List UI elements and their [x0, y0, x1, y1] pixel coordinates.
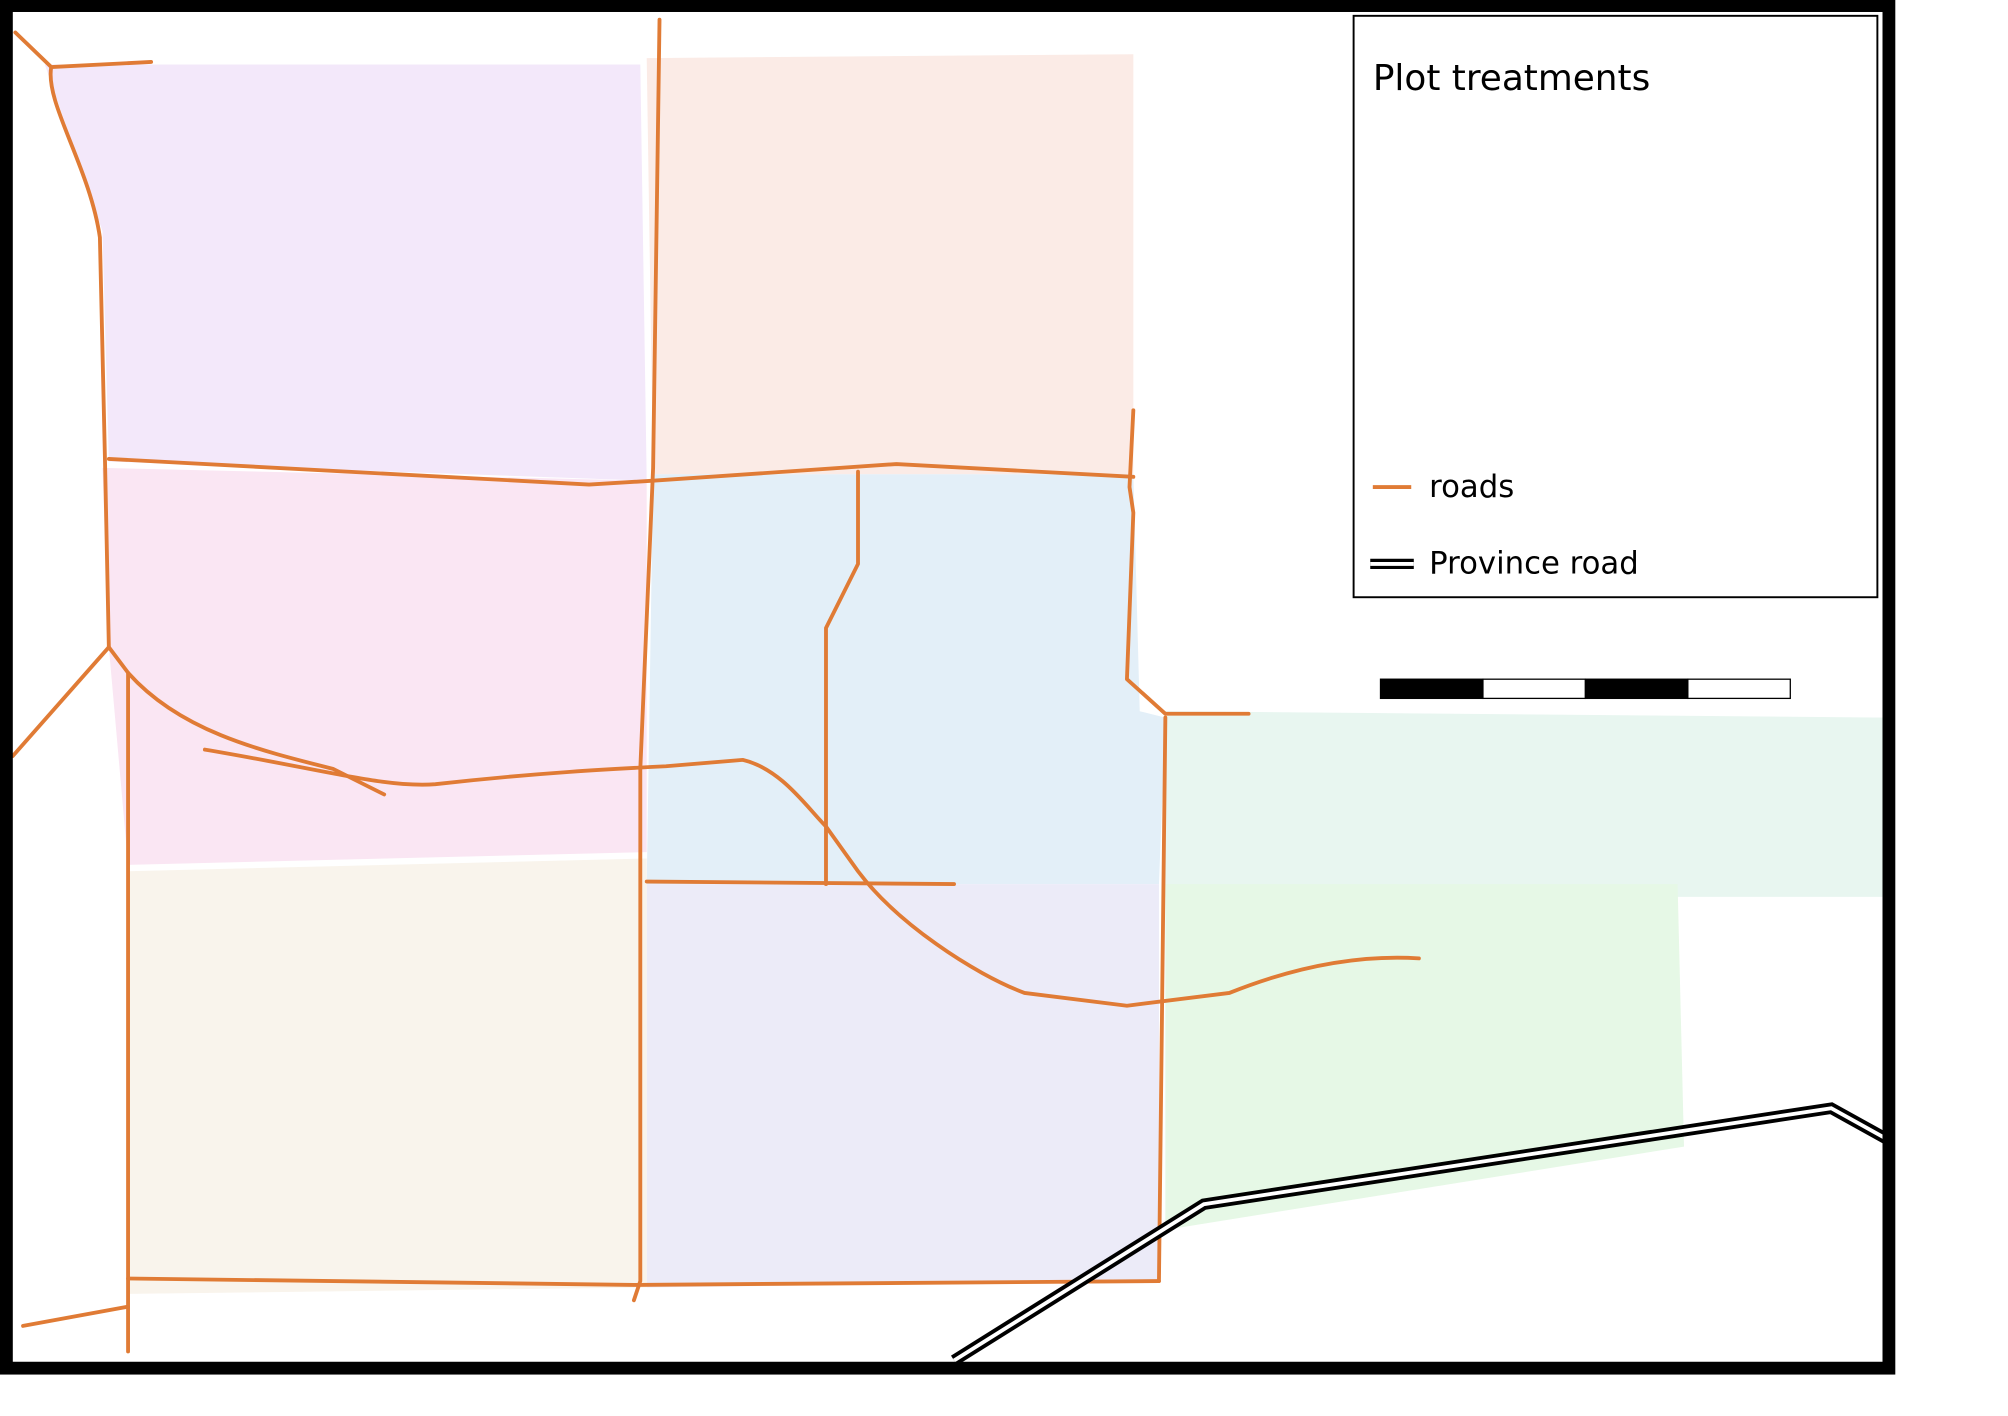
- road: [48, 65, 130, 1354]
- field-areas: [44, 54, 1888, 1294]
- field-area: [646, 54, 1134, 475]
- scale-segment: [1687, 678, 1791, 700]
- road: [10, 645, 111, 758]
- legend-title: Plot treatments: [1373, 58, 1650, 99]
- legend-label: roads: [1429, 469, 1514, 505]
- scale-segment: [1482, 678, 1587, 700]
- road: [1125, 408, 1251, 716]
- province-road: [950, 1102, 1892, 1366]
- legend-label: Province road: [1429, 546, 1639, 582]
- field-area: [1165, 884, 1685, 1230]
- field-area: [102, 467, 647, 865]
- field-area: [128, 858, 647, 1294]
- road: [824, 469, 860, 887]
- road: [13, 30, 154, 69]
- roads: [10, 17, 1421, 1354]
- road: [1157, 715, 1168, 1283]
- field-area: [646, 474, 1166, 885]
- legend-box: [1352, 14, 1879, 599]
- field-area: [44, 64, 647, 481]
- field-area: [646, 884, 1159, 1288]
- road: [126, 1276, 1161, 1287]
- scale-segment: [1584, 678, 1689, 700]
- road: [126, 670, 387, 797]
- frame: [0, 0, 1896, 1375]
- road: [202, 747, 1421, 1008]
- field-area: [1165, 711, 1888, 897]
- road: [644, 879, 956, 887]
- province-road-center: [953, 1106, 1890, 1363]
- scale-bar: [1379, 678, 1791, 700]
- road: [21, 1304, 130, 1328]
- frame-border: [0, 0, 1896, 1375]
- legend: Plot treatments roads Province road: [1352, 14, 1879, 599]
- scale-segment: [1379, 678, 1484, 700]
